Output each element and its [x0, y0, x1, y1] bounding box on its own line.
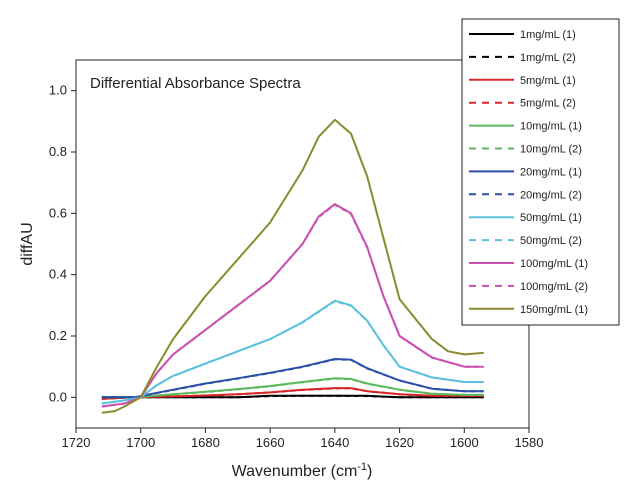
legend-label: 50mg/mL (2) — [520, 235, 582, 247]
legend-label: 50mg/mL (1) — [520, 212, 582, 224]
y-axis-title: diffAU — [19, 222, 36, 265]
legend-label: 150mg/mL (1) — [520, 304, 588, 316]
y-tick-label: 0.8 — [49, 144, 67, 159]
legend-label: 20mg/mL (2) — [520, 189, 582, 201]
x-axis-title-tail: ) — [367, 463, 372, 480]
legend-label: 10mg/mL (2) — [520, 144, 582, 156]
series-line — [101, 300, 484, 405]
y-tick-label: 0.0 — [49, 389, 67, 404]
y-axis-ticks: 0.0 0.2 0.4 0.6 0.8 1.0 — [49, 83, 76, 404]
y-tick-label: 0.2 — [49, 328, 67, 343]
series-line — [101, 203, 484, 408]
x-tick-label: 1580 — [515, 435, 544, 450]
x-tick-label: 1700 — [126, 435, 155, 450]
legend-entries: 1mg/mL (1) 1mg/mL (2) 5mg/mL (1) 5mg/mL (2)… — [469, 29, 588, 316]
x-axis-ticks: 1720 1700 1680 1660 1640 1620 1600 1580 — [62, 428, 544, 450]
legend-label: 10mg/mL (1) — [520, 121, 582, 133]
chart-title: Differential Absorbance Spectra — [90, 75, 301, 92]
x-tick-label: 1600 — [450, 435, 479, 450]
legend: 1mg/mL (1) 1mg/mL (2) 5mg/mL (1) 5mg/mL (2)… — [461, 18, 620, 326]
series-line — [101, 118, 484, 414]
x-tick-label: 1680 — [191, 435, 220, 450]
x-tick-label: 1660 — [256, 435, 285, 450]
y-tick-label: 0.6 — [49, 205, 67, 220]
x-tick-label: 1720 — [62, 435, 91, 450]
series-line — [101, 387, 484, 400]
plot-area: 1720 1700 1680 1660 1640 1620 1600 1580 0.00.20… — [49, 59, 544, 450]
legend-label: 5mg/mL (1) — [520, 75, 576, 87]
legend-label: 20mg/mL (1) — [520, 166, 582, 178]
x-tick-label: 1620 — [385, 435, 414, 450]
y-tick-label: 0.4 — [49, 267, 67, 282]
legend-label: 100mg/mL (1) — [520, 258, 588, 270]
legend-label: 1mg/mL (2) — [520, 52, 576, 64]
x-axis-title-main: Wavenumber (cm — [232, 463, 358, 480]
x-axis-title: Wavenumber (cm-1) — [232, 461, 373, 480]
legend-label: 5mg/mL (2) — [520, 98, 576, 110]
series-line — [101, 377, 484, 399]
series-line — [101, 358, 484, 399]
x-axis-title-superscript: -1 — [357, 461, 367, 473]
legend-label: 100mg/mL (2) — [520, 281, 588, 293]
x-tick-label: 1640 — [320, 435, 349, 450]
y-tick-label: 1.0 — [49, 83, 67, 98]
series-layer — [101, 118, 484, 414]
legend-label: 1mg/mL (1) — [520, 29, 576, 41]
